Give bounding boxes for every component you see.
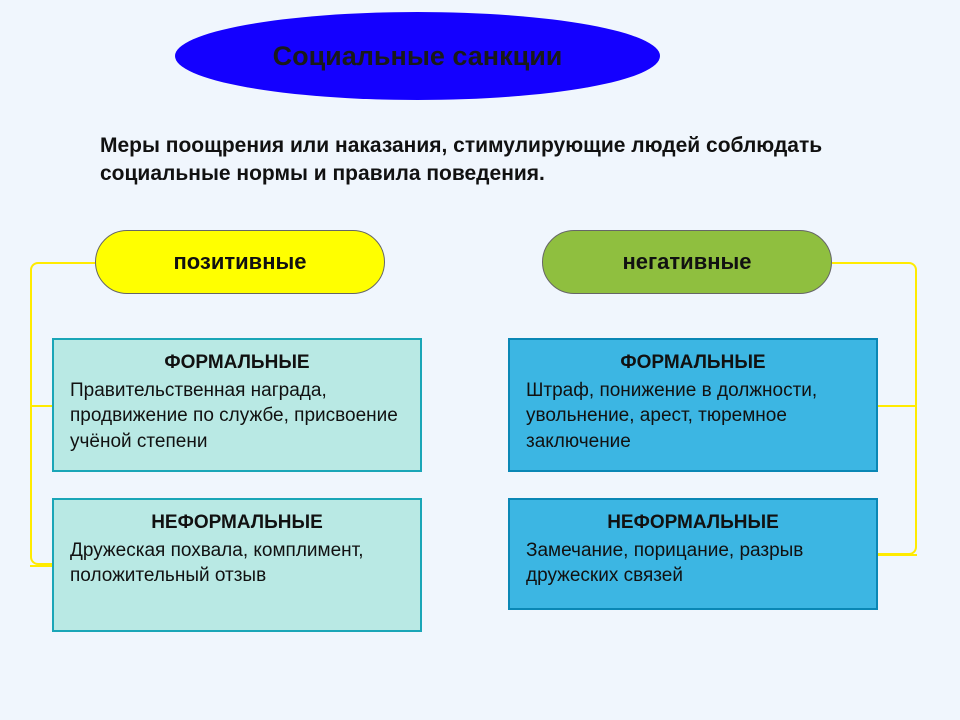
card-header: НЕФОРМАЛЬНЫЕ bbox=[526, 510, 860, 536]
card-positive-informal: НЕФОРМАЛЬНЫЕ Дружеская похвала, комплиме… bbox=[52, 498, 422, 632]
card-body: Замечание, порицание, разрыв дружеских с… bbox=[526, 538, 860, 589]
category-positive: позитивные bbox=[95, 230, 385, 294]
card-body: Дружеская похвала, комплимент, положител… bbox=[70, 538, 404, 589]
connector-stub bbox=[878, 554, 917, 556]
definition-text: Меры поощрения или наказания, стимулирую… bbox=[100, 132, 860, 189]
card-negative-informal: НЕФОРМАЛЬНЫЕ Замечание, порицание, разры… bbox=[508, 498, 878, 610]
card-header: ФОРМАЛЬНЫЕ bbox=[526, 350, 860, 376]
card-negative-formal: ФОРМАЛЬНЫЕ Штраф, понижение в должности,… bbox=[508, 338, 878, 472]
diagram-title: Социальные санкции bbox=[175, 12, 660, 100]
card-body: Правительственная награда, продвижение п… bbox=[70, 378, 404, 455]
category-negative: негативные bbox=[542, 230, 832, 294]
connector-stub bbox=[30, 405, 52, 407]
card-header: НЕФОРМАЛЬНЫЕ bbox=[70, 510, 404, 536]
connector-stub bbox=[30, 565, 52, 567]
card-header: ФОРМАЛЬНЫЕ bbox=[70, 350, 404, 376]
card-positive-formal: ФОРМАЛЬНЫЕ Правительственная награда, пр… bbox=[52, 338, 422, 472]
card-body: Штраф, понижение в должности, увольнение… bbox=[526, 378, 860, 455]
connector-stub bbox=[878, 405, 917, 407]
